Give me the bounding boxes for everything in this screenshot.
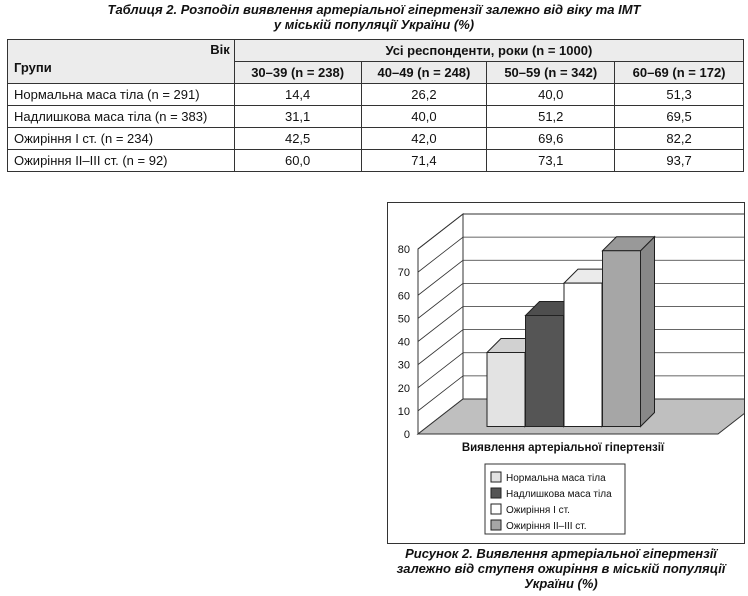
age-column-header: 50–59 (n = 342) xyxy=(486,61,616,84)
age-column-header: 40–49 (n = 248) xyxy=(360,61,488,84)
gridline xyxy=(417,375,748,412)
bar-side-shade xyxy=(640,236,655,427)
bar-front xyxy=(602,250,641,427)
group-cell: Ожиріння II–III ст. (n = 92) xyxy=(7,149,235,172)
span-header: Усі респонденти, роки (n = 1000) xyxy=(233,39,745,62)
figure-caption-line2: залежно від ступеня ожиріння в міській п… xyxy=(396,561,726,576)
value-cell: 31,1 xyxy=(233,105,362,128)
y-tick-label: 10 xyxy=(398,406,410,418)
value-cell: 60,0 xyxy=(233,149,362,172)
legend-swatch xyxy=(490,471,502,483)
legend-swatch xyxy=(490,519,502,531)
figure-caption-line1: Рисунок 2. Виявлення артеріальної гіперт… xyxy=(405,546,717,561)
legend-swatch xyxy=(490,503,502,515)
gridline xyxy=(417,282,748,319)
table-corner-header: Вік Групи xyxy=(7,39,235,84)
table-row: Нормальна маса тіла (n = 291) 14,4 26,2 … xyxy=(7,83,744,106)
table-row: Надлишкова маса тіла (n = 383) 31,1 40,0… xyxy=(7,105,744,128)
gridline xyxy=(417,213,748,250)
figure-caption-line3: України (%) xyxy=(524,576,598,591)
gridline xyxy=(417,352,748,389)
legend-box xyxy=(484,463,626,535)
value-cell: 14,4 xyxy=(233,83,362,106)
table-row: Ожиріння II–III ст. (n = 92) 60,0 71,4 7… xyxy=(7,149,744,172)
y-tick-label: 60 xyxy=(398,290,410,302)
legend-entry: Ожиріння I ст. xyxy=(506,505,570,516)
gridline xyxy=(417,329,748,365)
gridline xyxy=(417,259,748,296)
x-axis-label: Виявлення артеріальної гіпертензії xyxy=(462,442,665,454)
age-column-header: 30–39 (n = 238) xyxy=(233,61,362,84)
group-cell: Надлишкова маса тіла (n = 383) xyxy=(7,105,235,128)
table-caption-line2: у міській популяції України (%) xyxy=(273,17,475,32)
table-caption-line1: Таблиця 2. Розподіл виявлення артеріальн… xyxy=(107,2,641,17)
value-cell: 82,2 xyxy=(614,127,744,150)
chart-frame: 0 10 20 30 40 50 60 70 80 Виявлення артеріальної … xyxy=(387,202,748,544)
value-cell: 42,5 xyxy=(233,127,362,150)
y-tick-label: 70 xyxy=(398,267,410,279)
data-table: Вік Групи Усі респонденти, роки (n = 100… xyxy=(7,39,745,172)
y-tick-label: 40 xyxy=(398,337,410,349)
bar-top-shade xyxy=(602,236,655,251)
figure-caption: Рисунок 2. Виявлення артеріальної гіперт… xyxy=(378,546,744,591)
value-cell: 69,6 xyxy=(486,127,616,150)
value-cell: 51,2 xyxy=(486,105,616,128)
value-cell: 40,0 xyxy=(486,83,616,106)
legend-entry: Ожиріння II–III ст. xyxy=(506,521,587,532)
bar-front xyxy=(486,352,526,427)
y-tick-label: 50 xyxy=(398,313,410,325)
group-cell: Нормальна маса тіла (n = 291) xyxy=(7,83,235,106)
table-row: Ожиріння I ст. (n = 234) 42,5 42,0 69,6 … xyxy=(7,127,744,150)
corner-age-label: Вік xyxy=(210,42,230,57)
legend-entry: Нормальна маса тіла xyxy=(506,473,606,484)
table-caption: Таблиця 2. Розподіл виявлення артеріальн… xyxy=(0,2,748,32)
chart-bar xyxy=(601,235,656,428)
bar-front xyxy=(525,315,564,427)
value-cell: 40,0 xyxy=(360,105,488,128)
value-cell: 71,4 xyxy=(360,149,488,172)
age-column-header: 60–69 (n = 172) xyxy=(614,61,744,84)
value-cell: 51,3 xyxy=(614,83,744,106)
legend-swatch xyxy=(490,487,502,499)
bar-chart-3d: 0 10 20 30 40 50 60 70 80 Виявлення артеріальної … xyxy=(398,212,748,535)
group-cell: Ожиріння I ст. (n = 234) xyxy=(7,127,235,150)
y-tick-label: 30 xyxy=(398,360,410,372)
gridline xyxy=(417,236,748,273)
y-tick-label: 80 xyxy=(398,244,410,256)
bar-front xyxy=(563,282,603,427)
gridline xyxy=(417,306,748,342)
y-tick-label: 20 xyxy=(398,383,410,395)
value-cell: 42,0 xyxy=(360,127,488,150)
corner-groups-label: Групи xyxy=(14,60,52,75)
value-cell: 69,5 xyxy=(614,105,744,128)
chart-legend: Нормальна маса тіла Надлишкова маса тіла О… xyxy=(484,463,626,535)
y-tick-label: 0 xyxy=(404,429,410,441)
value-cell: 26,2 xyxy=(360,83,488,106)
value-cell: 73,1 xyxy=(486,149,616,172)
legend-entry: Надлишкова маса тіла xyxy=(506,489,612,500)
value-cell: 93,7 xyxy=(614,149,744,172)
